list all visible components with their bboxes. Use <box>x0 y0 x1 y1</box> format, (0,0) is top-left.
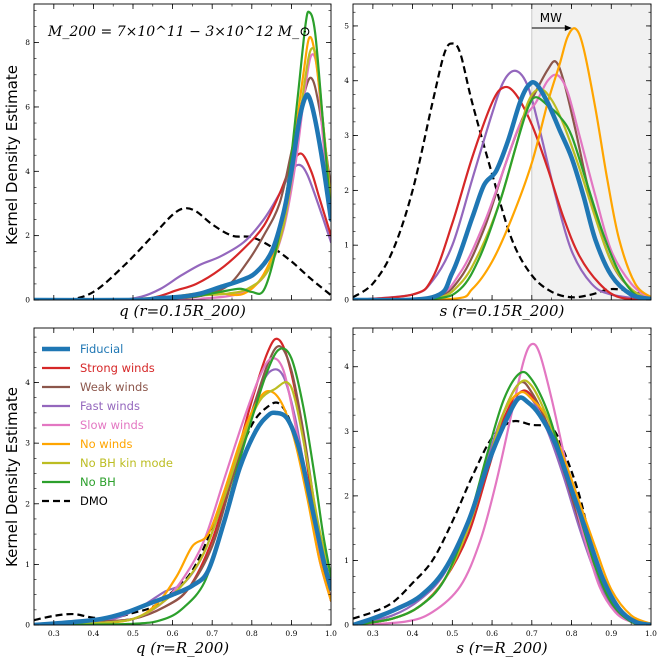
ytick-label: 2 <box>25 499 30 508</box>
ytick-label: 3 <box>344 131 349 140</box>
ytick-label: 2 <box>344 186 349 195</box>
series-line-fiducial <box>353 80 651 300</box>
ytick-label: 6 <box>25 102 30 111</box>
ytick-label: 1 <box>344 241 349 250</box>
panel-bottom-right: 0 1 2 3 4 0.3 0.4 0.5 0.6 0.7 0.8 0.9 1.0 s (r=R_200) <box>344 327 657 657</box>
legend-label: Fast winds <box>80 399 140 413</box>
series-line-dmo <box>34 401 331 622</box>
xlabel: s (r=0.15R_200) <box>440 302 565 320</box>
series-line-slow-winds <box>353 342 651 625</box>
xtick-label: 0.4 <box>87 629 99 638</box>
legend-label: Strong winds <box>80 361 155 375</box>
xtick-label: 0.5 <box>446 629 458 638</box>
ytick-label: 1 <box>344 556 349 565</box>
xtick-label: 0.5 <box>127 629 139 638</box>
series-line-fiducial <box>34 410 331 625</box>
xlabel: q (r=0.15R_200) <box>119 302 246 320</box>
xtick-label: 0.3 <box>48 629 60 638</box>
ytick-label: 0 <box>344 296 349 305</box>
series-line-dmo <box>34 207 331 300</box>
xlabel: s (r=R_200) <box>456 639 547 657</box>
legend-label: No BH kin mode <box>80 456 173 470</box>
ylabel-bottom: Kernel Density Estimate <box>3 387 21 567</box>
series-line-fiducial <box>353 395 651 625</box>
ytick-label: 3 <box>344 427 349 436</box>
xtick-label: 0.8 <box>566 629 578 638</box>
series-line-fiducial <box>34 92 331 300</box>
xtick-label: 1.0 <box>645 629 657 638</box>
xtick-label: 0.7 <box>526 629 538 638</box>
series-line-no-bh <box>34 347 331 625</box>
panel-bottom-left: 0 1 2 3 4 0.3 0.4 0.5 0.6 0.7 0.8 0.9 1.0 q (r=R_200) <box>25 327 337 657</box>
ytick-label: 0 <box>25 296 30 305</box>
axes-frame <box>33 327 332 626</box>
ytick-label: 4 <box>344 76 349 85</box>
panel-top-right: MW 0 1 2 3 4 5 s (r=0.15R_200) <box>344 3 652 320</box>
ytick-label: 4 <box>344 362 349 371</box>
series-line-no-bh-kin-mode <box>34 381 331 625</box>
ytick-label: 4 <box>25 167 30 176</box>
xlabel: q (r=R_200) <box>136 639 229 657</box>
xtick-label: 0.8 <box>246 629 258 638</box>
legend-label: Slow winds <box>80 418 144 432</box>
series-group <box>34 10 331 300</box>
legend-label: DMO <box>80 494 108 508</box>
xtick-label: 0.4 <box>407 629 419 638</box>
series-line-fast-winds <box>34 368 331 625</box>
axes-frame <box>33 3 332 301</box>
series-line-slow-winds <box>353 73 651 300</box>
series-line-no-winds <box>353 27 651 300</box>
ytick-label: 2 <box>25 231 30 240</box>
legend-label: No winds <box>80 437 132 451</box>
xtick-label: 0.6 <box>167 629 179 638</box>
series-line-fast-winds <box>34 163 331 300</box>
series-line-no-winds <box>34 35 331 300</box>
series-group <box>353 342 651 625</box>
ytick-label: 2 <box>344 491 349 500</box>
ytick-label: 0 <box>344 621 349 630</box>
xtick-label: 0.3 <box>367 629 379 638</box>
mw-label: MW <box>540 11 562 25</box>
xtick-label: 0.6 <box>486 629 498 638</box>
ylabel-top: Kernel Density Estimate <box>3 65 21 245</box>
panel-top-left: 0 2 4 6 8 q (r=0.15R_200) <box>25 3 332 320</box>
mass-annotation: M_200 = 7×10^11 − 3×10^12 M_⊙ <box>47 24 311 40</box>
legend-label: Fiducial <box>80 342 123 356</box>
mw-arrowhead <box>564 25 572 31</box>
mw-region <box>531 4 651 300</box>
ytick-label: 8 <box>25 38 30 47</box>
xtick-label: 0.9 <box>285 629 297 638</box>
xtick-label: 1.0 <box>325 629 337 638</box>
ytick-label: 5 <box>344 21 349 30</box>
legend-label: Weak winds <box>80 380 148 394</box>
ytick-label: 4 <box>25 378 30 387</box>
ytick-label: 1 <box>25 560 30 569</box>
legend-label: No BH <box>80 475 116 489</box>
axes-frame <box>352 3 652 301</box>
legend: Fiducial Strong winds Weak winds Fast winds… <box>42 342 173 508</box>
series-group <box>34 337 331 625</box>
series-line-no-bh <box>353 96 651 300</box>
series-line-no-bh <box>353 370 651 625</box>
xtick-label: 0.7 <box>206 629 218 638</box>
ytick-label: 0 <box>25 621 30 630</box>
axes-frame <box>352 327 652 626</box>
xtick-label: 0.9 <box>605 629 617 638</box>
series-line-fast-winds <box>353 69 651 300</box>
series-line-strong-winds <box>353 85 651 300</box>
series-group <box>353 27 651 300</box>
ytick-label: 3 <box>25 439 30 448</box>
